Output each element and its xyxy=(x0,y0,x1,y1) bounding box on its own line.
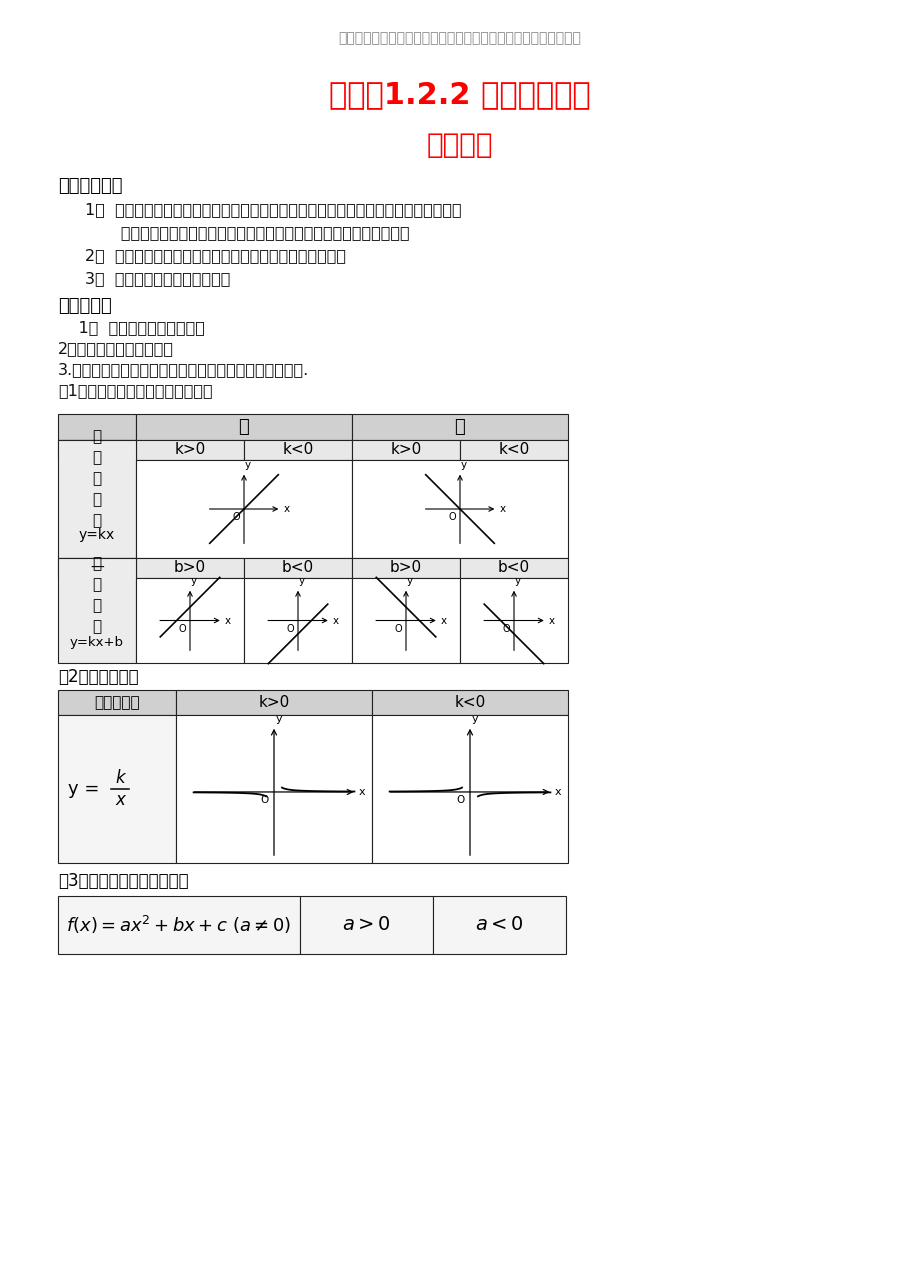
Text: x: x xyxy=(440,615,447,626)
Text: k>0: k>0 xyxy=(258,696,289,710)
Text: y: y xyxy=(406,576,413,586)
Text: k<0: k<0 xyxy=(498,442,529,457)
Text: y: y xyxy=(276,713,282,724)
Bar xyxy=(460,578,567,662)
Text: （2）反比例函数: （2）反比例函数 xyxy=(58,668,139,685)
Text: （1）正比例函数与一次函数的图象: （1）正比例函数与一次函数的图象 xyxy=(58,383,212,399)
Bar xyxy=(136,460,352,558)
Text: 2．如何求函数的定义域？: 2．如何求函数的定义域？ xyxy=(58,341,174,357)
Text: 3．  了解映射的概念及表示方法: 3． 了解映射的概念及表示方法 xyxy=(85,271,230,287)
Text: x: x xyxy=(115,791,125,809)
Text: k: k xyxy=(115,769,125,787)
Text: b>0: b>0 xyxy=(390,561,422,576)
Bar xyxy=(58,414,136,440)
Text: k<0: k<0 xyxy=(282,442,313,457)
Text: 象: 象 xyxy=(454,418,465,436)
Text: k>0: k>0 xyxy=(175,442,206,457)
Bar xyxy=(352,414,567,440)
Text: 图: 图 xyxy=(238,418,249,436)
Bar xyxy=(176,691,371,715)
Text: $a<0$: $a<0$ xyxy=(474,916,523,935)
Text: 优点，在实际情境中，会根据不同的需要选择恰当的方法表示函数；: 优点，在实际情境中，会根据不同的需要选择恰当的方法表示函数； xyxy=(85,225,409,241)
Bar xyxy=(136,558,244,578)
Bar xyxy=(176,715,371,862)
Text: x: x xyxy=(358,787,365,798)
Text: y: y xyxy=(299,576,305,586)
Text: O: O xyxy=(448,512,456,522)
Text: y: y xyxy=(191,576,197,586)
Text: 函数解析式: 函数解析式 xyxy=(94,696,140,710)
Bar xyxy=(371,715,567,862)
Bar xyxy=(136,414,352,440)
Text: y: y xyxy=(515,576,520,586)
Text: O: O xyxy=(233,512,240,522)
Text: x: x xyxy=(224,615,231,626)
Bar xyxy=(136,440,244,460)
Bar xyxy=(352,460,567,558)
Text: $f(x)=ax^2+bx+c\ (a\neq 0)$: $f(x)=ax^2+bx+c\ (a\neq 0)$ xyxy=(66,913,291,936)
Text: 最新学习考试资料试卷件及海量高中、初中教学课尽在金锄头文库: 最新学习考试资料试卷件及海量高中、初中教学课尽在金锄头文库 xyxy=(338,31,581,45)
Text: 一
次
函
数: 一 次 函 数 xyxy=(92,557,101,634)
Text: 课题：1.2.2 函数的表示法: 课题：1.2.2 函数的表示法 xyxy=(329,80,590,110)
Text: y: y xyxy=(460,460,467,470)
Bar xyxy=(352,440,460,460)
Text: b>0: b>0 xyxy=(174,561,206,576)
Bar xyxy=(460,558,567,578)
Text: x: x xyxy=(283,505,289,513)
Bar xyxy=(460,440,567,460)
Text: k<0: k<0 xyxy=(454,696,485,710)
Text: 衔接性知识: 衔接性知识 xyxy=(58,297,111,315)
Text: b<0: b<0 xyxy=(281,561,313,576)
Bar xyxy=(58,440,136,558)
Text: O: O xyxy=(260,795,268,805)
Text: x: x xyxy=(548,615,554,626)
Bar xyxy=(244,558,352,578)
Text: —: — xyxy=(90,561,104,575)
Text: O: O xyxy=(286,623,294,633)
Text: 学习目标展示: 学习目标展示 xyxy=(58,177,122,195)
Bar xyxy=(352,578,460,662)
Text: x: x xyxy=(499,505,505,513)
Bar xyxy=(58,558,136,662)
Text: 精讲部分: 精讲部分 xyxy=(426,131,493,159)
Text: 1．  函数的三要素是什么？: 1． 函数的三要素是什么？ xyxy=(58,321,205,335)
Text: 1．  明确函数的三种表示方法（解析法、列表法、图象法），了解三种表示方法各自的: 1． 明确函数的三种表示方法（解析法、列表法、图象法），了解三种表示方法各自的 xyxy=(85,203,461,218)
Bar xyxy=(433,896,565,954)
Text: O: O xyxy=(456,795,464,805)
Bar xyxy=(371,691,567,715)
Bar xyxy=(244,578,352,662)
Bar xyxy=(58,715,176,862)
Text: k>0: k>0 xyxy=(390,442,421,457)
Bar xyxy=(136,578,244,662)
Text: y: y xyxy=(244,460,251,470)
Text: O: O xyxy=(394,623,402,633)
Text: x: x xyxy=(554,787,561,798)
Text: $a>0$: $a>0$ xyxy=(342,916,391,935)
Bar xyxy=(300,896,433,954)
Text: 2．  用通过具体实例，了解简单的分段函数，并能简单应；: 2． 用通过具体实例，了解简单的分段函数，并能简单应； xyxy=(85,248,346,264)
Text: O: O xyxy=(178,623,186,633)
Text: 3.正比例函数、反比例函数、一次函数、二次函数的图象.: 3.正比例函数、反比例函数、一次函数、二次函数的图象. xyxy=(58,363,309,377)
Bar xyxy=(352,558,460,578)
Bar xyxy=(244,440,352,460)
Bar xyxy=(58,558,136,578)
Text: O: O xyxy=(502,623,509,633)
Text: y=kx+b: y=kx+b xyxy=(70,636,124,648)
Bar xyxy=(58,691,176,715)
Text: y =: y = xyxy=(68,780,99,798)
Text: （3）二次函数的图象与性质: （3）二次函数的图象与性质 xyxy=(58,871,188,891)
Text: x: x xyxy=(333,615,338,626)
Bar xyxy=(58,440,136,460)
Text: y=kx: y=kx xyxy=(79,527,115,541)
Bar xyxy=(58,896,300,954)
Text: y: y xyxy=(471,713,478,724)
Text: 正
比
例
函
数: 正 比 例 函 数 xyxy=(92,429,101,529)
Text: b<0: b<0 xyxy=(497,561,529,576)
